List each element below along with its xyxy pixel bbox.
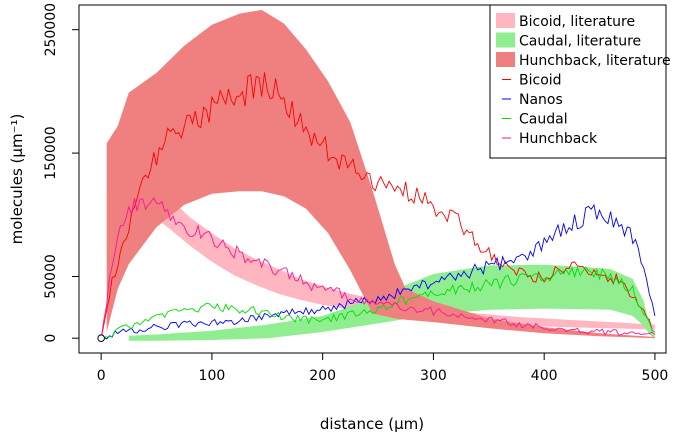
legend-label-bicoid: Bicoid: [519, 73, 562, 89]
x-tick-label: 200: [309, 368, 336, 384]
y-axis-label: molecules (µm⁻¹): [8, 114, 26, 245]
legend-label-bicoid-literature: Bicoid, literature: [519, 14, 635, 30]
x-axis-label: distance (µm): [320, 415, 424, 433]
legend-label-caudal: Caudal: [519, 112, 568, 128]
legend: Bicoid, literature Caudal, literature Hunc…: [489, 4, 671, 159]
legend-label-hunchback-literature: Hunchback, literature: [519, 53, 671, 69]
legend-label-caudal-literature: Caudal, literature: [519, 34, 641, 50]
band-bicoid-literature: [106, 169, 655, 330]
y-axis: 0 50000 150000 250000: [43, 3, 79, 343]
y-tick-label: 0: [43, 334, 59, 343]
x-tick-label: 0: [97, 368, 106, 384]
legend-box: [489, 4, 667, 159]
x-tick-label: 500: [642, 368, 669, 384]
band-hunchback-literature: [106, 9, 655, 339]
y-tick-label: 50000: [43, 254, 59, 299]
x-axis: 0 100 200 300 400 500: [97, 353, 669, 384]
origin-marker: [97, 334, 105, 342]
plot-frame: [78, 4, 667, 354]
legend-swatch-bicoid-literature: [496, 13, 515, 28]
x-tick-label: 400: [531, 368, 558, 384]
y-tick-label: 250000: [43, 3, 59, 56]
y-tick-label: 150000: [43, 126, 59, 179]
x-tick-label: 300: [420, 368, 447, 384]
legend-swatch-caudal-literature: [496, 32, 515, 48]
measured-series: [100, 72, 656, 340]
legend-label-hunchback: Hunchback: [519, 131, 598, 147]
literature-bands: [106, 9, 655, 341]
series-line-nanos: [101, 203, 656, 340]
series-line-caudal: [101, 266, 656, 339]
legend-label-nanos: Nanos: [519, 92, 563, 108]
x-tick-label: 100: [199, 368, 226, 384]
legend-swatch-hunchback-literature: [496, 52, 515, 67]
series-line-hunchback: [100, 196, 656, 339]
